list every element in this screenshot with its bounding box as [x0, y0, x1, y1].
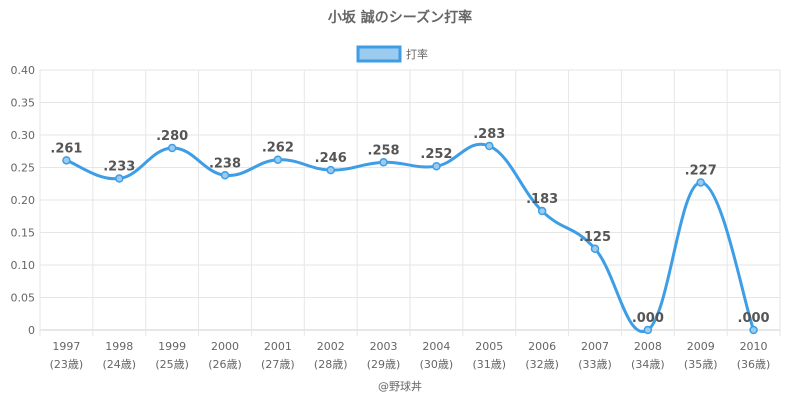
x-tick-sublabel: (32歳) — [525, 358, 559, 371]
x-tick-label: 2007 — [581, 340, 609, 353]
data-point — [696, 178, 705, 187]
y-tick-label: 0.30 — [11, 129, 36, 142]
data-point — [326, 165, 335, 175]
x-tick-sublabel: (24歳) — [102, 358, 136, 371]
x-tick-label: 2004 — [422, 340, 450, 353]
data-point — [167, 143, 177, 153]
y-tick-label: 0 — [28, 324, 35, 337]
data-label: .227 — [685, 163, 717, 178]
data-label: .283 — [473, 127, 505, 142]
y-tick-label: 0.20 — [11, 194, 36, 207]
data-point — [115, 174, 124, 183]
x-tick-sublabel: (30歳) — [420, 358, 454, 371]
data-point — [62, 156, 71, 165]
data-label: .238 — [209, 156, 241, 171]
data-label: .258 — [368, 143, 400, 158]
x-tick-label: 2006 — [528, 340, 556, 353]
x-tick-sublabel: (31歳) — [472, 358, 506, 371]
series-line — [65, 142, 755, 334]
y-tick-label: 0.35 — [11, 97, 36, 110]
data-point — [273, 155, 283, 164]
chart-title: 小坂 誠のシーズン打率 — [328, 9, 472, 26]
y-tick-label: 0.40 — [11, 64, 36, 77]
x-tick-sublabel: (25歳) — [155, 358, 189, 371]
grid — [39, 69, 781, 336]
data-label: .183 — [526, 192, 558, 207]
data-label: .233 — [103, 160, 135, 175]
data-label: .252 — [420, 147, 452, 162]
data-label: .125 — [579, 230, 611, 245]
data-label: .000 — [632, 311, 664, 326]
x-tick-label: 2002 — [317, 340, 345, 353]
x-tick-label: 2000 — [211, 340, 239, 353]
x-tick-sublabel: (35歳) — [684, 358, 718, 371]
y-axis: 0 0.05 0.10 0.15 0.20 0.25 0.30 0.35 0.40 — [11, 64, 36, 337]
credit-text: @野球丼 — [378, 379, 422, 393]
x-tick-sublabel: (33歳) — [578, 358, 612, 371]
data-point — [220, 171, 230, 180]
data-label: .261 — [50, 141, 82, 156]
data-label: .280 — [156, 129, 188, 144]
legend-swatch — [356, 45, 402, 63]
x-tick-sublabel: (28歳) — [314, 358, 348, 371]
x-tick-sublabel: (23歳) — [50, 358, 84, 371]
data-point — [485, 141, 494, 151]
legend-label: 打率 — [406, 47, 428, 61]
y-tick-label: 0.10 — [11, 259, 36, 272]
x-tick-sublabel: (26歳) — [208, 358, 242, 371]
x-tick-label: 2008 — [634, 340, 662, 353]
data-points — [62, 141, 758, 335]
data-point — [590, 244, 600, 253]
legend[interactable]: 打率 — [356, 45, 428, 63]
data-point — [537, 206, 547, 216]
y-tick-label: 0.25 — [11, 162, 36, 175]
x-tick-sublabel: (36歳) — [737, 358, 771, 371]
x-tick-sublabel: (34歳) — [631, 358, 665, 371]
x-tick-label: 2005 — [475, 340, 503, 353]
x-tick-label: 1998 — [105, 340, 133, 353]
x-tick-label: 2009 — [687, 340, 715, 353]
data-label: .000 — [738, 311, 770, 326]
data-label: .246 — [315, 151, 347, 166]
y-tick-label: 0.15 — [11, 227, 36, 240]
data-labels: .261 .233 .280 .238 .262 .246 .258 .252 .283 .183… — [50, 127, 769, 326]
x-tick-label: 2010 — [740, 340, 768, 353]
x-tick-label: 2003 — [370, 340, 398, 353]
x-tick-label: 2001 — [264, 340, 292, 353]
y-tick-label: 0.05 — [11, 292, 36, 305]
data-label: .262 — [262, 141, 294, 156]
x-tick-sublabel: (27歳) — [261, 358, 295, 371]
data-point — [379, 158, 388, 167]
data-point — [749, 325, 758, 335]
data-point — [643, 325, 653, 335]
data-point — [432, 161, 441, 171]
x-tick-label: 1997 — [52, 340, 80, 353]
x-tick-sublabel: (29歳) — [367, 358, 401, 371]
x-axis: 1997 (23歳) 1998 (24歳) 1999 (25歳) 2000 (26歳) 2001… — [50, 340, 771, 371]
x-tick-label: 1999 — [158, 340, 186, 353]
